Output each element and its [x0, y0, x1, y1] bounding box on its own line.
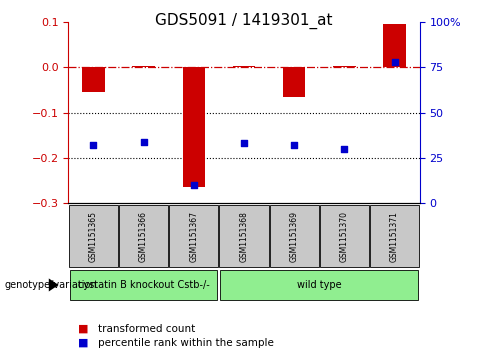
FancyBboxPatch shape: [69, 205, 118, 267]
Bar: [82, 67, 105, 92]
Text: GSM1151365: GSM1151365: [89, 211, 98, 262]
Text: cystatin B knockout Cstb-/-: cystatin B knockout Cstb-/-: [78, 280, 209, 290]
FancyBboxPatch shape: [169, 205, 219, 267]
Polygon shape: [49, 278, 59, 291]
FancyBboxPatch shape: [221, 270, 418, 300]
Point: [341, 146, 348, 152]
FancyBboxPatch shape: [320, 205, 369, 267]
Text: GSM1151371: GSM1151371: [390, 211, 399, 262]
Text: ■: ■: [78, 338, 89, 348]
Text: percentile rank within the sample: percentile rank within the sample: [98, 338, 273, 348]
Text: GDS5091 / 1419301_at: GDS5091 / 1419301_at: [155, 13, 333, 29]
Point: [391, 59, 399, 65]
Bar: [233, 66, 255, 67]
Text: GSM1151367: GSM1151367: [189, 211, 198, 262]
Text: GSM1151368: GSM1151368: [240, 211, 248, 262]
FancyBboxPatch shape: [269, 205, 319, 267]
FancyBboxPatch shape: [119, 205, 168, 267]
Point: [240, 140, 248, 146]
Text: GSM1151370: GSM1151370: [340, 211, 349, 262]
Text: genotype/variation: genotype/variation: [5, 280, 98, 290]
Text: transformed count: transformed count: [98, 323, 195, 334]
Point: [89, 142, 97, 148]
Text: ■: ■: [78, 323, 89, 334]
Bar: [183, 67, 205, 187]
Point: [190, 182, 198, 188]
Text: GSM1151366: GSM1151366: [139, 211, 148, 262]
FancyBboxPatch shape: [220, 205, 268, 267]
Bar: [333, 66, 356, 67]
FancyBboxPatch shape: [70, 270, 217, 300]
Bar: [383, 24, 406, 67]
Bar: [283, 67, 305, 97]
FancyBboxPatch shape: [370, 205, 419, 267]
Text: GSM1151369: GSM1151369: [290, 211, 299, 262]
Point: [290, 142, 298, 148]
Bar: [132, 66, 155, 67]
Point: [140, 139, 147, 144]
Text: wild type: wild type: [297, 280, 342, 290]
